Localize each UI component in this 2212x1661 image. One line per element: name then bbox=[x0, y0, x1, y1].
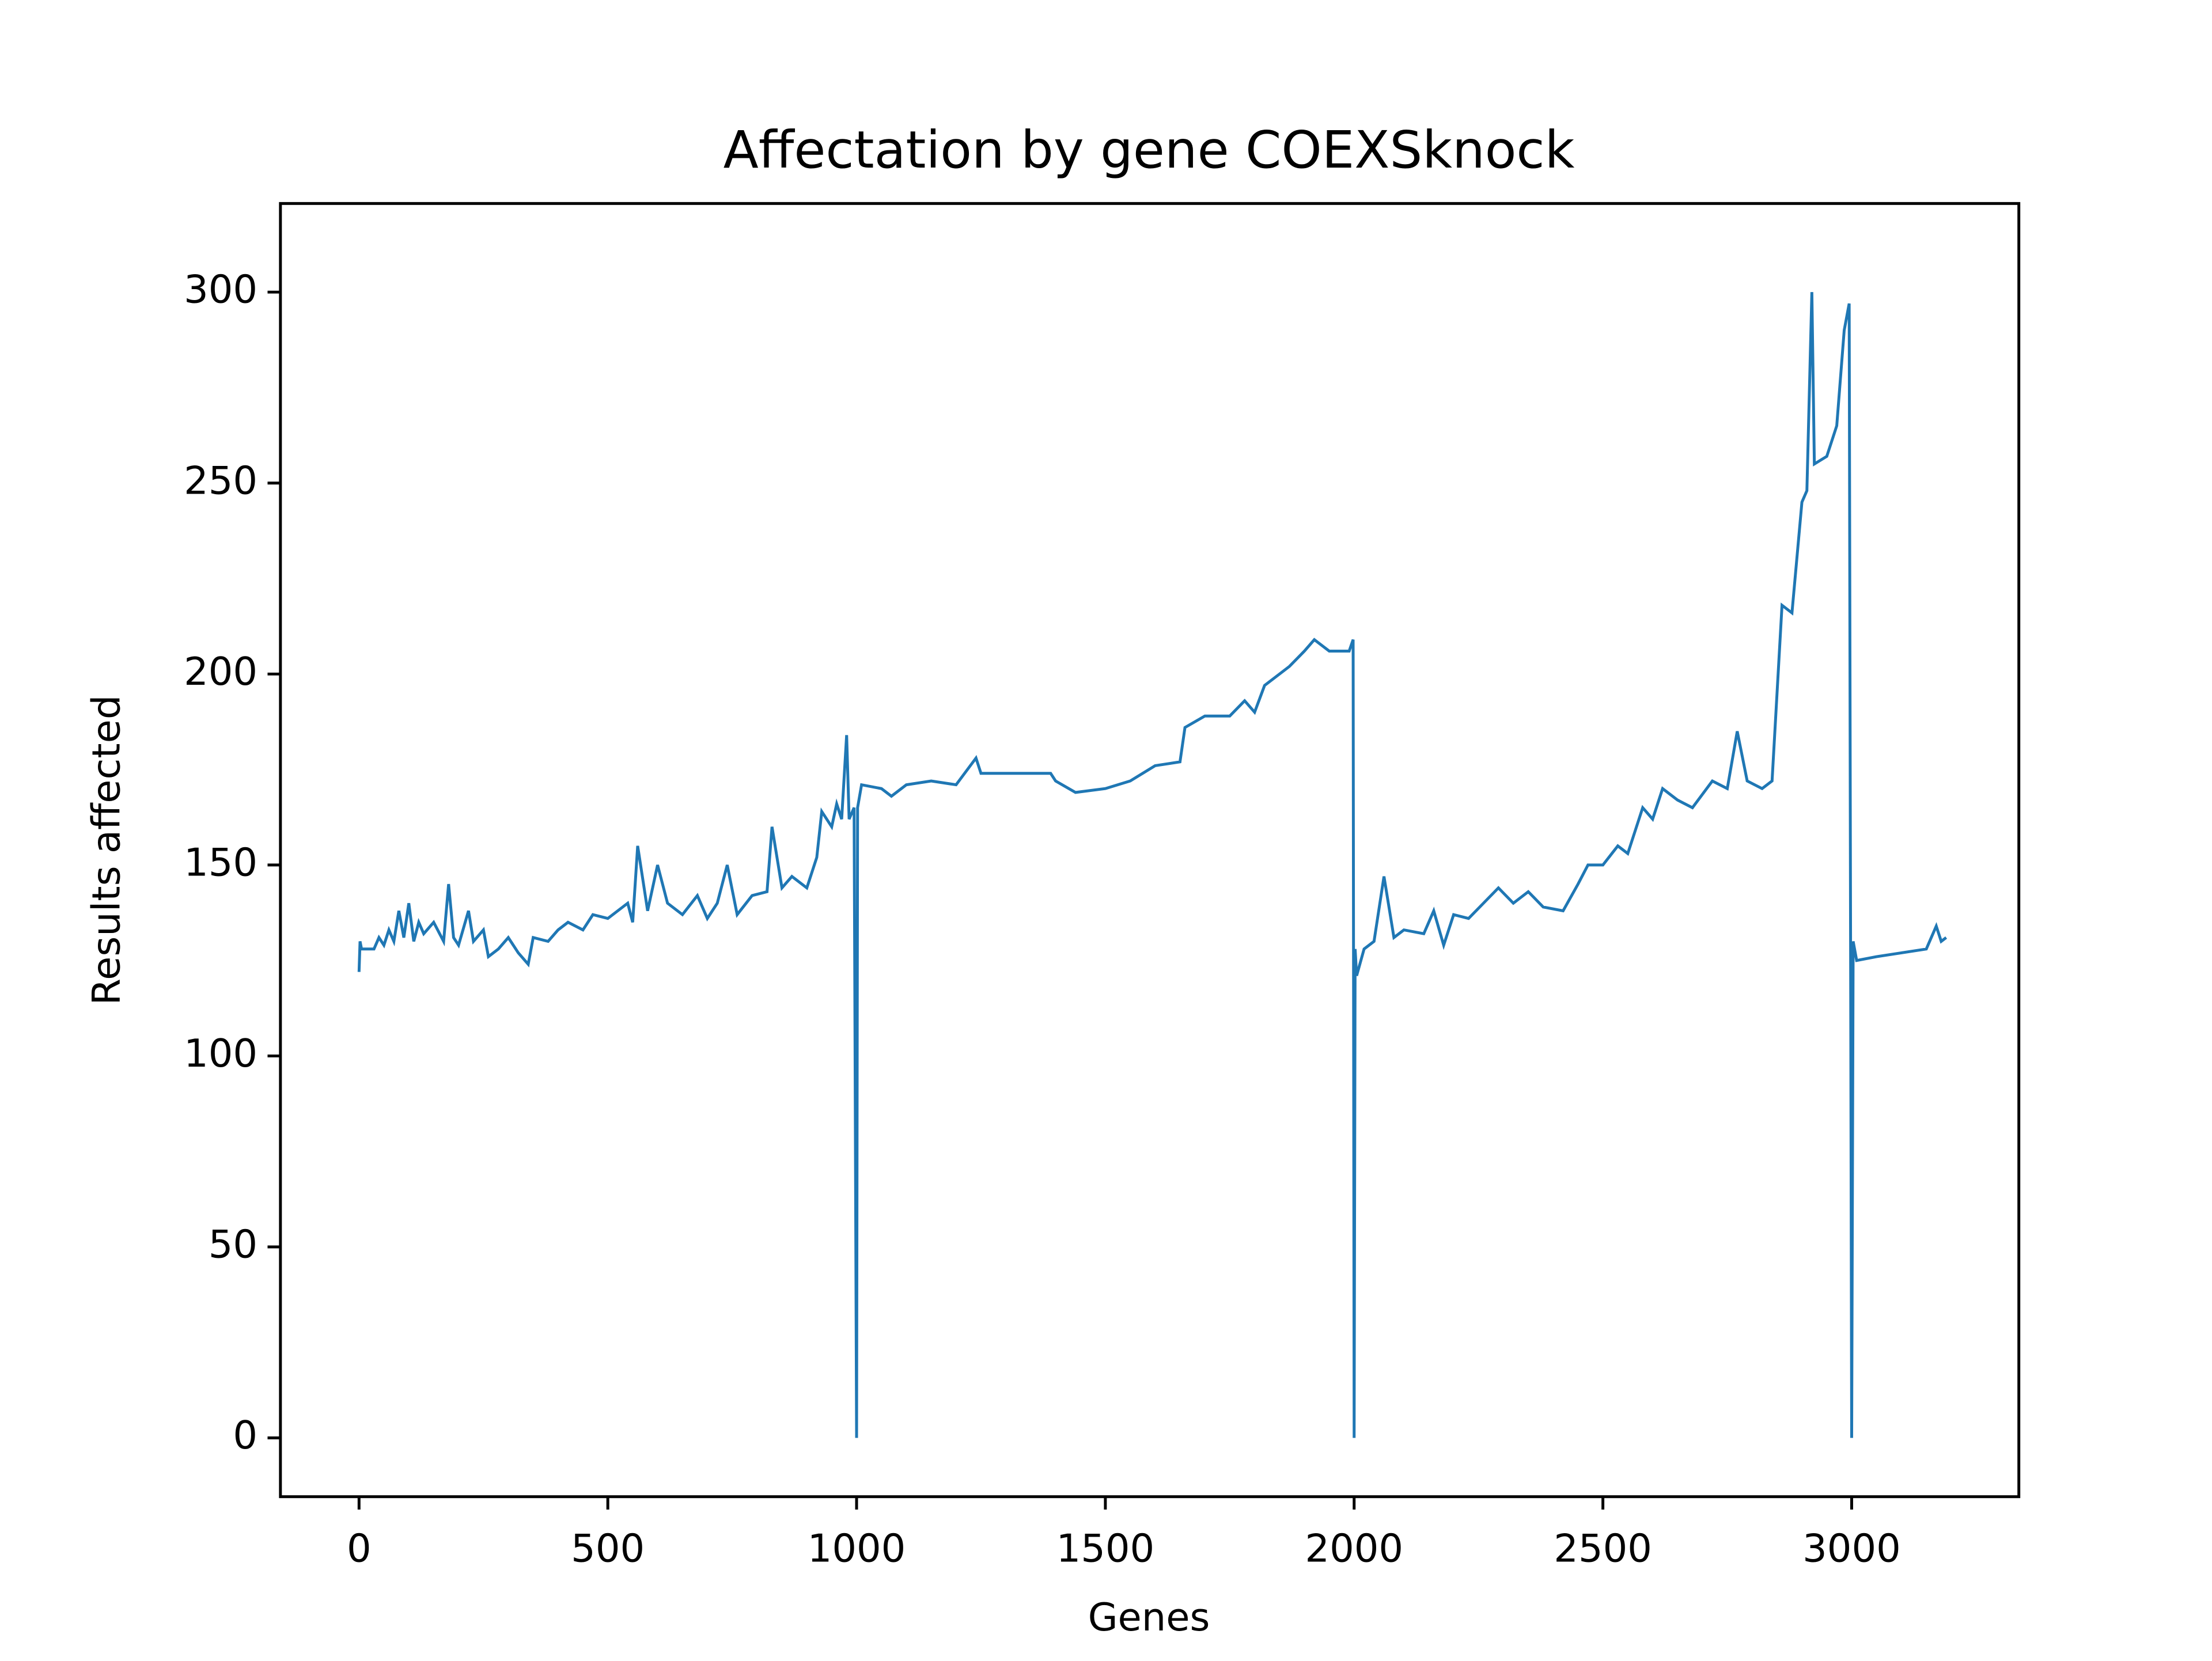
y-tick-label: 100 bbox=[184, 1031, 257, 1076]
y-tick-label: 250 bbox=[184, 458, 257, 503]
y-tick-label: 150 bbox=[184, 840, 257, 885]
chart-title: Affectation by gene COEXSknock bbox=[724, 120, 1575, 180]
x-tick-label: 3000 bbox=[1802, 1526, 1901, 1571]
x-axis-label: Genes bbox=[1088, 1595, 1210, 1640]
data-line bbox=[357, 292, 1948, 1438]
x-tick-label: 1500 bbox=[1056, 1526, 1155, 1571]
x-tick-label: 0 bbox=[347, 1526, 372, 1571]
y-tick-label: 0 bbox=[233, 1413, 257, 1458]
y-tick-label: 50 bbox=[209, 1222, 257, 1267]
x-tick-label: 2000 bbox=[1305, 1526, 1403, 1571]
x-tick-label: 2500 bbox=[1554, 1526, 1652, 1571]
x-tick-label: 1000 bbox=[808, 1526, 906, 1571]
y-axis-label: Results affected bbox=[84, 695, 128, 1006]
plot-frame bbox=[279, 202, 2021, 1499]
y-tick-label: 200 bbox=[184, 649, 257, 694]
y-tick-label: 300 bbox=[184, 267, 257, 312]
x-tick-label: 500 bbox=[571, 1526, 645, 1571]
